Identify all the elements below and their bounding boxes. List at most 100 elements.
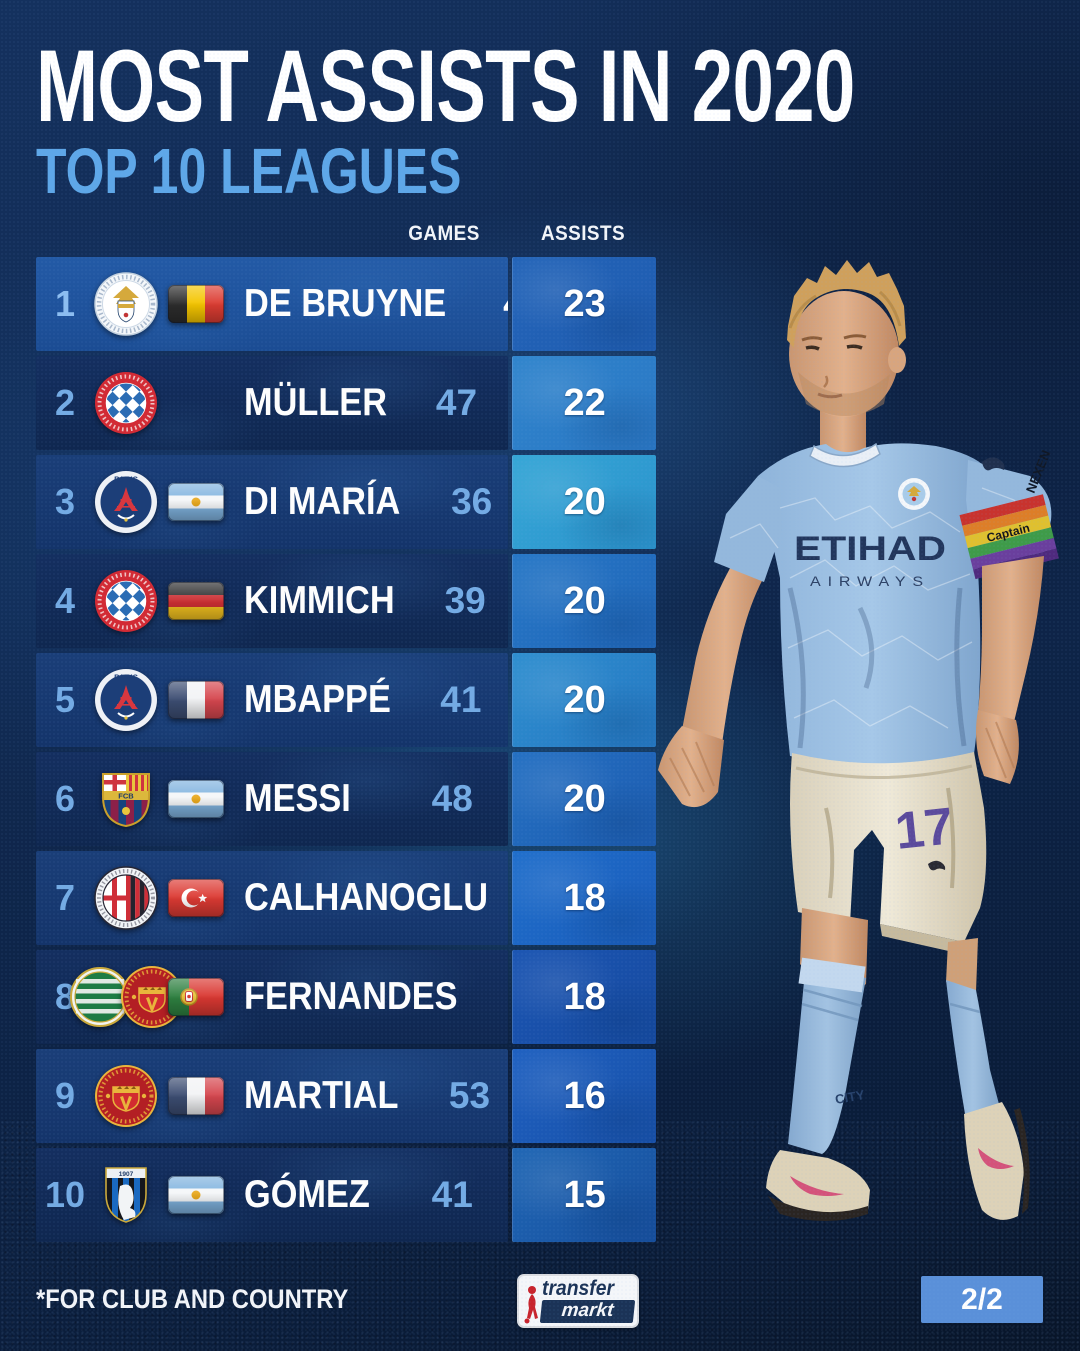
player-jersey: ETIHAD AIRWAYS NEXEN Captain [714, 442, 1059, 766]
player-name-cell: MBAPPÉ [244, 678, 411, 722]
rank-label: 2 [54, 382, 76, 423]
games-value: 47 [435, 382, 478, 423]
assists-cell: 15 [512, 1148, 656, 1242]
svg-text:FCB: FCB [118, 792, 134, 801]
table-row: 5 PARIS MBAPPÉ 41 20 [36, 653, 656, 747]
svg-text:1907: 1907 [119, 1171, 134, 1178]
table-row: 10 1907 GÓMEZ 41 15 [36, 1148, 656, 1242]
player-name-cell: GÓMEZ [244, 1173, 402, 1217]
brand-line1: transfer [542, 1277, 614, 1300]
assists-cell: 20 [512, 752, 656, 846]
player-name-cell: DE BRUYNE [244, 282, 474, 326]
assists-value: 16 [563, 1074, 606, 1117]
player-name-cell: MESSI [244, 777, 402, 821]
row-main: 8 FERNANDES 56 [36, 950, 509, 1044]
player-right-arm [658, 548, 768, 808]
assists-cell: 20 [512, 653, 656, 747]
games-value: 41 [431, 1174, 473, 1215]
player-name: MARTIAL [244, 1074, 399, 1117]
player-name-cell: FERNANDES [244, 975, 487, 1019]
puma-logo-icon [982, 457, 1005, 471]
table-row: 7CALHANOGLU4718 [36, 851, 656, 945]
club-badges: FCB [94, 766, 158, 832]
club-badge-psg-icon: PARIS [93, 667, 159, 733]
club-badges: 1907 [94, 1162, 158, 1228]
rank-label: 9 [54, 1075, 76, 1116]
boot-swoosh-icon [790, 1176, 844, 1196]
rank-label: 7 [54, 877, 76, 918]
table-row: 8 FERNANDES 56 18 [36, 950, 656, 1044]
club-badge-atalanta-icon: 1907 [93, 1162, 159, 1228]
nationality-flag-cell [158, 681, 244, 719]
player-name: DI MARÍA [244, 480, 401, 523]
nationality-flag-cell [158, 285, 244, 323]
club-badge-ac-milan-icon [93, 865, 159, 931]
flag-argentina-icon [168, 483, 224, 521]
games-value: 39 [444, 580, 486, 621]
assists-value: 15 [563, 1173, 606, 1216]
transfermarkt-logo: transfer markt [519, 1276, 637, 1326]
assists-cell: 20 [512, 554, 656, 648]
row-main: 9 MARTIAL 53 [36, 1049, 509, 1143]
jersey-sponsor-text: ETIHAD [794, 530, 946, 568]
games-value: 45 [474, 283, 508, 325]
assists-cell: 18 [512, 950, 656, 1044]
player-front-leg: CITY [766, 908, 870, 1221]
page-subtitle: TOP 10 LEAGUES [36, 135, 462, 207]
player-name-cell: MARTIAL [244, 1074, 419, 1118]
player-name: KIMMICH [244, 579, 395, 622]
assists-table: 1DE BRUYNE45232MÜLLER47223PARISDI MARÍA3… [36, 257, 656, 1242]
games-value: 36 [451, 481, 493, 522]
row-main: 10 1907 GÓMEZ 41 [36, 1148, 509, 1242]
table-row: 4 KIMMICH 39 20 [36, 554, 656, 648]
row-main: 2 MÜLLER 47 [36, 356, 509, 450]
club-badges: PARIS [94, 667, 158, 733]
shorts-puma-logo-icon [928, 860, 946, 871]
flag-belgium-icon [168, 285, 224, 323]
club-badge-bayern-icon [93, 370, 159, 436]
assists-value: 20 [563, 678, 606, 721]
assists-value: 23 [563, 282, 606, 325]
club-badge-man-united-icon [119, 964, 185, 1030]
player-name: FERNANDES [244, 975, 458, 1018]
player-name: MBAPPÉ [244, 678, 391, 721]
boot-swoosh-icon [978, 1148, 1014, 1169]
rank-label: 6 [54, 778, 76, 819]
flag-france-icon [168, 1077, 224, 1115]
brand-figure-icon [524, 1286, 538, 1324]
page-indicator-badge: 2/2 [921, 1276, 1043, 1323]
shorts-number: 17 [892, 797, 956, 861]
flag-turkey-icon [168, 879, 224, 917]
player-name-cell: CALHANOGLU [244, 876, 508, 920]
flag-portugal-icon [168, 978, 224, 1016]
jersey-sponsor-subtext: AIRWAYS [810, 573, 930, 589]
column-header-games: GAMES [408, 222, 480, 245]
rank-label: 4 [54, 580, 76, 621]
assists-value: 20 [563, 777, 606, 820]
player-head [787, 260, 906, 456]
assists-cell: 18 [512, 851, 656, 945]
club-badges [94, 370, 158, 436]
row-main: 4 KIMMICH 39 [36, 554, 509, 648]
rank-label: 3 [54, 481, 76, 522]
rank-label: 5 [54, 679, 76, 720]
brand-line2: markt [539, 1300, 636, 1323]
page-title: MOST ASSISTS IN 2020 [36, 29, 855, 143]
club-badge-barcelona-icon: FCB [93, 766, 159, 832]
games-value: 53 [448, 1075, 491, 1116]
rank-label: 8 [54, 976, 76, 1017]
nationality-flag-cell [158, 483, 244, 521]
club-badges [94, 271, 158, 337]
nationality-flag-cell [158, 1176, 244, 1214]
club-badges [94, 568, 158, 634]
player-shorts: 17 [790, 752, 987, 954]
assists-value: 20 [563, 480, 606, 523]
flag-france-icon [168, 681, 224, 719]
footnote: *FOR CLUB AND COUNTRY [36, 1284, 349, 1314]
player-name-cell: KIMMICH [244, 579, 415, 623]
player-name: MÜLLER [244, 381, 387, 424]
row-main: 3 PARIS DI MARÍA 36 [36, 455, 509, 549]
assists-value: 18 [563, 876, 606, 919]
sleeve-sponsor-text: NEXEN [1023, 448, 1054, 495]
player-name: MESSI [244, 777, 351, 820]
